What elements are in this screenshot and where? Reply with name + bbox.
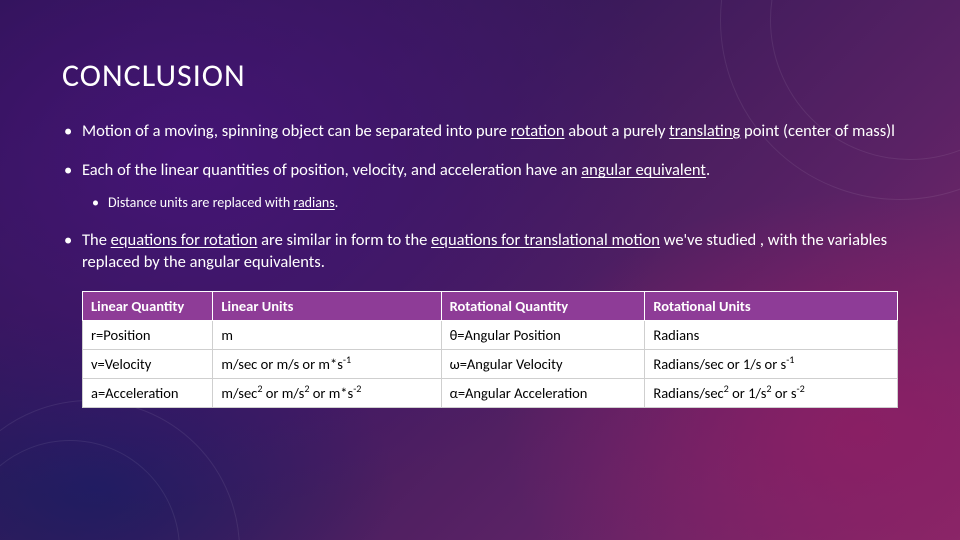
cell-text: Radians/sec <box>653 384 723 402</box>
bullet-text: Each of the linear quantities of positio… <box>82 160 581 180</box>
table-header-cell: Rotational Quantity <box>441 291 645 320</box>
bullet-text: point (center of mass)l <box>740 121 895 141</box>
table-cell: m/sec2 or m/s2 or m*s-2 <box>213 378 441 407</box>
table-header-cell: Linear Quantity <box>83 291 213 320</box>
underlined-term: equations for rotation <box>111 230 258 250</box>
table-cell: r=Position <box>83 320 213 349</box>
sub-bullet-text: . <box>335 194 339 211</box>
bullet-item: Each of the linear quantities of positio… <box>62 160 898 212</box>
cell-text: =Angular Velocity <box>460 355 563 373</box>
sub-bullet-text: Distance units are replaced with <box>108 194 293 211</box>
table-cell: m <box>213 320 441 349</box>
cell-text: =Angular Position <box>457 326 560 344</box>
underlined-term: rotation <box>511 121 565 141</box>
comparison-table: Linear Quantity Linear Units Rotational … <box>82 291 898 408</box>
underlined-term: radians <box>293 194 334 211</box>
table-header-row: Linear Quantity Linear Units Rotational … <box>83 291 898 320</box>
greek-symbol: α <box>450 384 458 402</box>
table-header-cell: Linear Units <box>213 291 441 320</box>
table-cell: Radians <box>645 320 898 349</box>
cell-text: or m*s <box>309 384 353 402</box>
underlined-term: translating <box>669 121 740 141</box>
bullet-text: Motion of a moving, spinning object can … <box>82 121 511 141</box>
underlined-term: angular equivalent <box>581 160 706 180</box>
table-cell: m/sec or m/s or m*s-1 <box>213 349 441 378</box>
table-cell: α=Angular Acceleration <box>441 378 645 407</box>
superscript: -2 <box>353 382 361 395</box>
table-row: r=Position m θ=Angular Position Radians <box>83 320 898 349</box>
cell-text: Radians/sec or 1/s or s <box>653 355 786 373</box>
greek-symbol: ω <box>450 355 460 373</box>
bullet-list: Motion of a moving, spinning object can … <box>62 121 898 273</box>
table-cell: ω=Angular Velocity <box>441 349 645 378</box>
bullet-text: are similar in form to the <box>257 230 431 250</box>
table-cell: a=Acceleration <box>83 378 213 407</box>
table-row: a=Acceleration m/sec2 or m/s2 or m*s-2 α… <box>83 378 898 407</box>
cell-text: or 1/s <box>729 384 767 402</box>
table-cell: Radians/sec2 or 1/s2 or s-2 <box>645 378 898 407</box>
comparison-table-container: Linear Quantity Linear Units Rotational … <box>82 291 898 408</box>
cell-text: or m/s <box>262 384 304 402</box>
cell-text: or s <box>772 384 797 402</box>
cell-text: m/sec or m/s or m*s <box>221 355 343 373</box>
sub-bullet-list: Distance units are replaced with radians… <box>82 194 898 212</box>
cell-text: m/sec <box>221 384 257 402</box>
table-cell: Radians/sec or 1/s or s-1 <box>645 349 898 378</box>
table-header-cell: Rotational Units <box>645 291 898 320</box>
table-cell: v=Velocity <box>83 349 213 378</box>
bullet-text: The <box>82 230 111 250</box>
bullet-text: about a purely <box>565 121 670 141</box>
slide-content: CONCLUSION Motion of a moving, spinning … <box>0 0 960 408</box>
table-cell: θ=Angular Position <box>441 320 645 349</box>
underlined-term: equations for translational motion <box>431 230 660 250</box>
bullet-item: The equations for rotation are similar i… <box>62 230 898 273</box>
table-row: v=Velocity m/sec or m/s or m*s-1 ω=Angul… <box>83 349 898 378</box>
bullet-text: . <box>706 160 710 180</box>
sub-bullet-item: Distance units are replaced with radians… <box>82 194 898 212</box>
superscript: -2 <box>797 382 805 395</box>
cell-text: =Angular Acceleration <box>458 384 588 402</box>
bullet-item: Motion of a moving, spinning object can … <box>62 121 898 142</box>
slide-title: CONCLUSION <box>62 56 898 95</box>
superscript: -1 <box>786 353 794 366</box>
superscript: -1 <box>343 353 351 366</box>
